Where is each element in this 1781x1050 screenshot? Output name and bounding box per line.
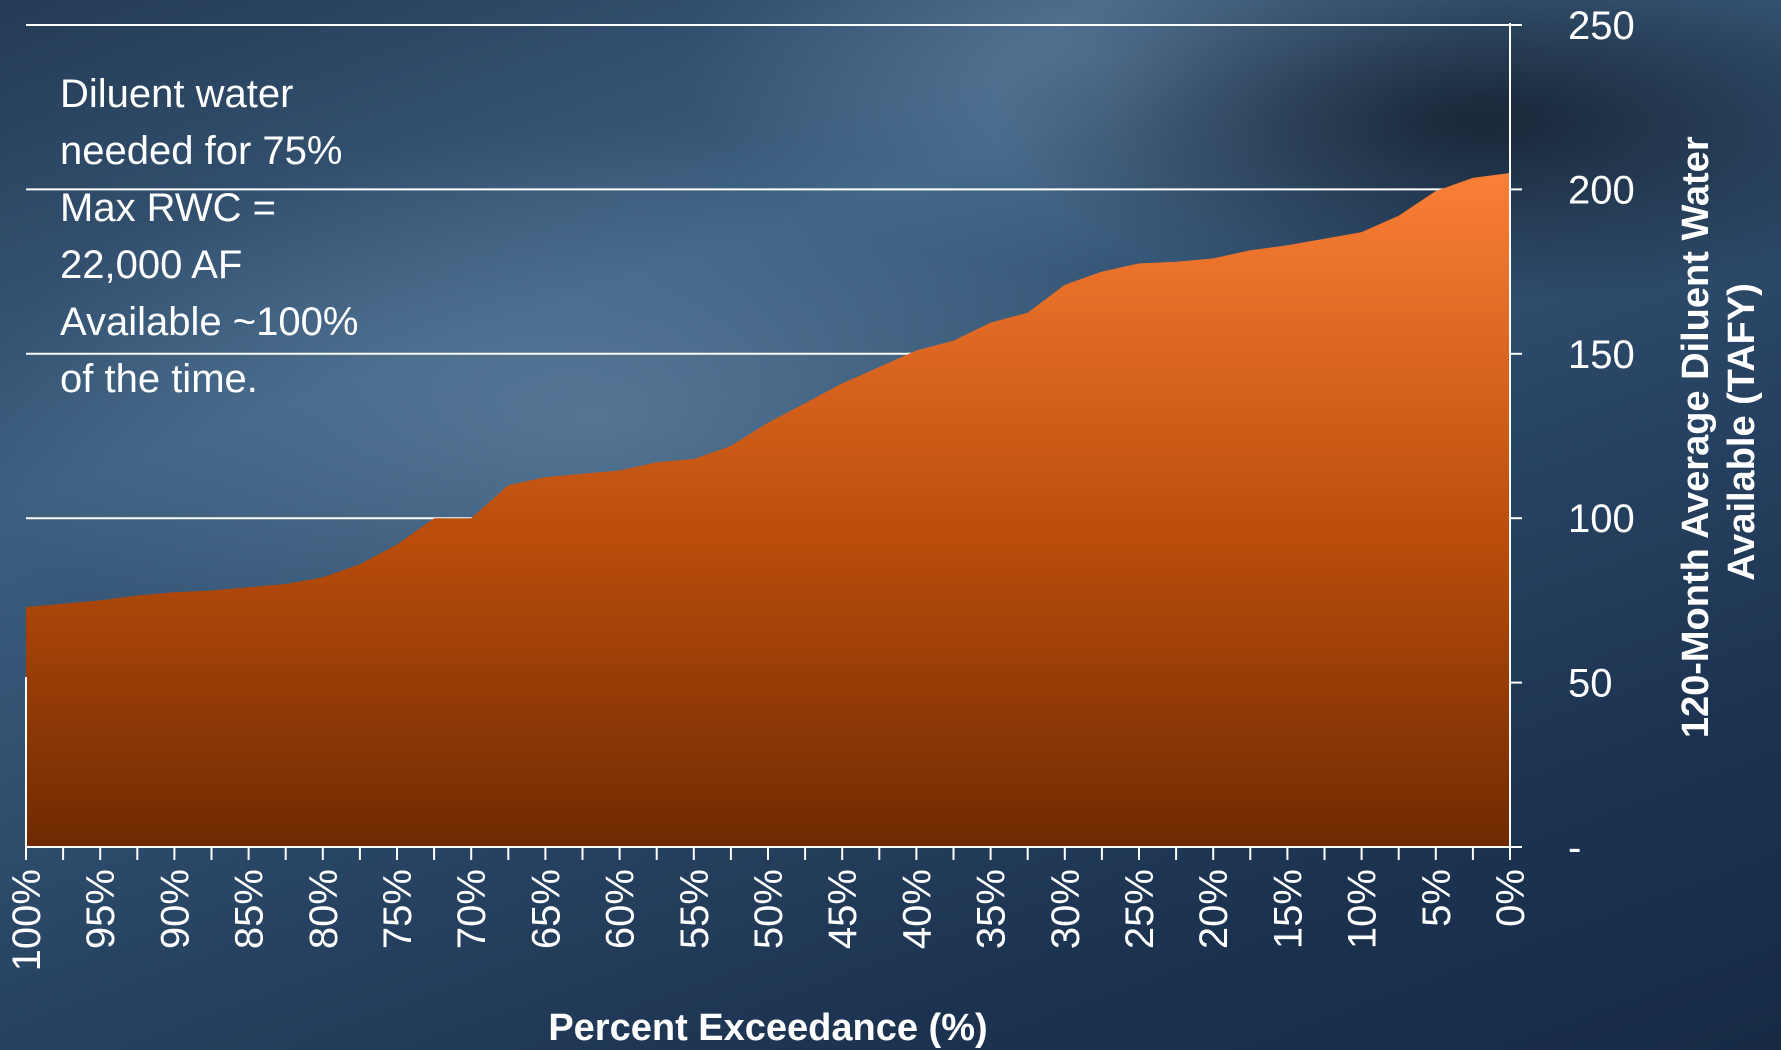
x-tick-label: 80% <box>302 869 346 949</box>
annotation-line: needed for 75% <box>60 129 343 173</box>
annotation-text: Diluent water needed for 75% Max RWC = 2… <box>60 66 358 408</box>
x-tick-label: 100% <box>5 869 49 971</box>
x-tick-label: 40% <box>895 869 939 949</box>
x-tick-label: 90% <box>153 869 197 949</box>
diluent-water-area <box>26 173 1510 847</box>
x-tick-label: 30% <box>1044 869 1088 949</box>
x-tick-label: 35% <box>970 869 1014 949</box>
x-tick-label: 25% <box>1118 869 1162 949</box>
y-tick-label: 200 <box>1568 168 1635 212</box>
x-tick-label: 85% <box>228 869 272 949</box>
x-axis-title: Percent Exceedance (%) <box>548 1007 987 1049</box>
y-tick-label: 250 <box>1568 4 1635 48</box>
x-tick-labels: 100% 95% 90% 85% 80% 75% 70% 65% 60% 55% 50% 45% 40%… <box>5 869 1533 971</box>
annotation-line: 22,000 AF <box>60 243 243 287</box>
axes <box>25 23 1522 860</box>
x-tick-label: 55% <box>673 869 717 949</box>
x-tick-label: 5% <box>1415 869 1459 927</box>
x-tick-label: 95% <box>79 869 123 949</box>
y-tick-label: - <box>1568 826 1581 870</box>
annotation-line: Diluent water <box>60 72 294 116</box>
x-tick-label: 45% <box>821 869 865 949</box>
x-tick-label: 15% <box>1266 869 1310 949</box>
x-tick-label: 20% <box>1192 869 1236 949</box>
x-tick-label: 70% <box>450 869 494 949</box>
y-axis-title-line-2: Available (TAFY) <box>1721 283 1763 581</box>
y-axis-title-line-1: 120-Month Average Diluent Water <box>1675 136 1717 738</box>
y-tick-labels: - 50 100 150 200 250 <box>1568 4 1635 870</box>
y-tick-label: 100 <box>1568 497 1635 541</box>
y-axis-title: 120-Month Average Diluent Water Availabl… <box>1675 126 1763 738</box>
annotation-line: Max RWC = <box>60 186 276 230</box>
annotation-line: of the time. <box>60 357 258 401</box>
x-tick-label: 75% <box>376 869 420 949</box>
x-tick-label: 60% <box>599 869 643 949</box>
y-tick-label: 50 <box>1568 662 1613 706</box>
x-tick-label: 65% <box>524 869 568 949</box>
y-tick-label: 150 <box>1568 333 1635 377</box>
annotation-line: Available ~100% <box>60 300 359 344</box>
x-tick-label: 50% <box>747 869 791 949</box>
x-tick-label: 10% <box>1341 869 1385 949</box>
x-tick-label: 0% <box>1489 869 1533 927</box>
